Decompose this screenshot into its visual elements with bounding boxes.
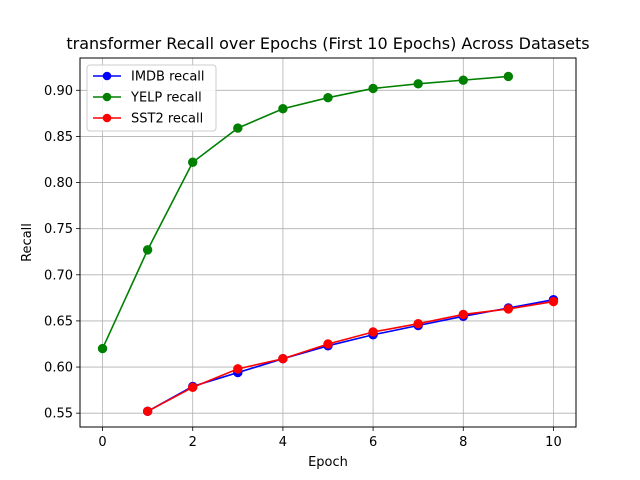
legend-marker (102, 71, 112, 81)
data-point-yelp-recall (368, 83, 378, 94)
legend-label: YELP recall (130, 91, 202, 106)
legend-item-yelp-recall: YELP recall (93, 91, 202, 106)
x-tick-label: 4 (279, 435, 287, 450)
data-point-yelp-recall (97, 343, 108, 354)
data-point-yelp-recall (278, 104, 288, 114)
data-point-sst2-recall (323, 339, 333, 349)
x-axis-ticks: 0 2 4 6 8 10 (98, 427, 562, 450)
series-line-sst2-recall (147, 300, 554, 413)
data-point-sst2-recall (503, 304, 514, 314)
grid-lines (80, 58, 576, 427)
x-tick-label: 0 (98, 435, 106, 450)
x-tick-label: 8 (459, 435, 467, 450)
legend: IMDB recall YELP recall SST2 recall (86, 64, 217, 132)
legend-item-sst2-recall: SST2 recall (93, 112, 203, 127)
data-point-yelp-recall (323, 92, 333, 103)
data-point-yelp-recall (413, 79, 423, 89)
data-point-sst2-recall (188, 382, 198, 393)
series-yelp-recall (97, 71, 514, 354)
y-tick-label: 0.65 (44, 314, 73, 329)
series-line-yelp-recall (101, 75, 509, 349)
y-tick-label: 0.55 (44, 407, 73, 422)
y-tick-label: 0.60 (44, 361, 73, 376)
series-layer (97, 71, 559, 417)
data-point-sst2-recall (548, 296, 559, 307)
plot-frame (79, 57, 577, 428)
data-point-yelp-recall (188, 157, 198, 167)
x-axis-title: Epoch (308, 455, 348, 470)
y-tick-label: 0.80 (44, 176, 73, 191)
data-point-yelp-recall (233, 123, 243, 133)
y-axis-title: Recall (20, 223, 35, 262)
y-tick-label: 0.90 (44, 84, 73, 99)
legend-label: IMDB recall (131, 70, 205, 85)
legend-item-imdb-recall: IMDB recall (93, 70, 205, 85)
y-axis-ticks: 0.55 0.60 0.65 0.70 0.75 0.80 0.85 0.90 (44, 84, 80, 422)
data-point-sst2-recall (142, 406, 153, 417)
legend-marker (102, 92, 112, 102)
x-tick-label: 10 (545, 435, 562, 450)
x-tick-label: 2 (189, 435, 197, 450)
legend-box (86, 64, 217, 132)
data-point-yelp-recall (142, 245, 153, 255)
legend-label: SST2 recall (131, 112, 203, 127)
data-point-sst2-recall (413, 318, 423, 329)
series-sst2-recall (142, 296, 559, 417)
y-tick-label: 0.70 (44, 268, 73, 283)
x-tick-label: 6 (369, 435, 377, 450)
data-point-sst2-recall (458, 309, 468, 320)
y-tick-label: 0.75 (44, 222, 73, 237)
data-point-sst2-recall (368, 327, 378, 337)
data-point-yelp-recall (458, 75, 468, 85)
legend-marker (102, 113, 112, 123)
data-point-yelp-recall (503, 71, 514, 82)
y-tick-label: 0.85 (44, 130, 73, 145)
data-point-sst2-recall (233, 364, 243, 374)
data-point-sst2-recall (278, 354, 288, 364)
chart-title: transformer Recall over Epochs (First 10… (66, 34, 589, 53)
